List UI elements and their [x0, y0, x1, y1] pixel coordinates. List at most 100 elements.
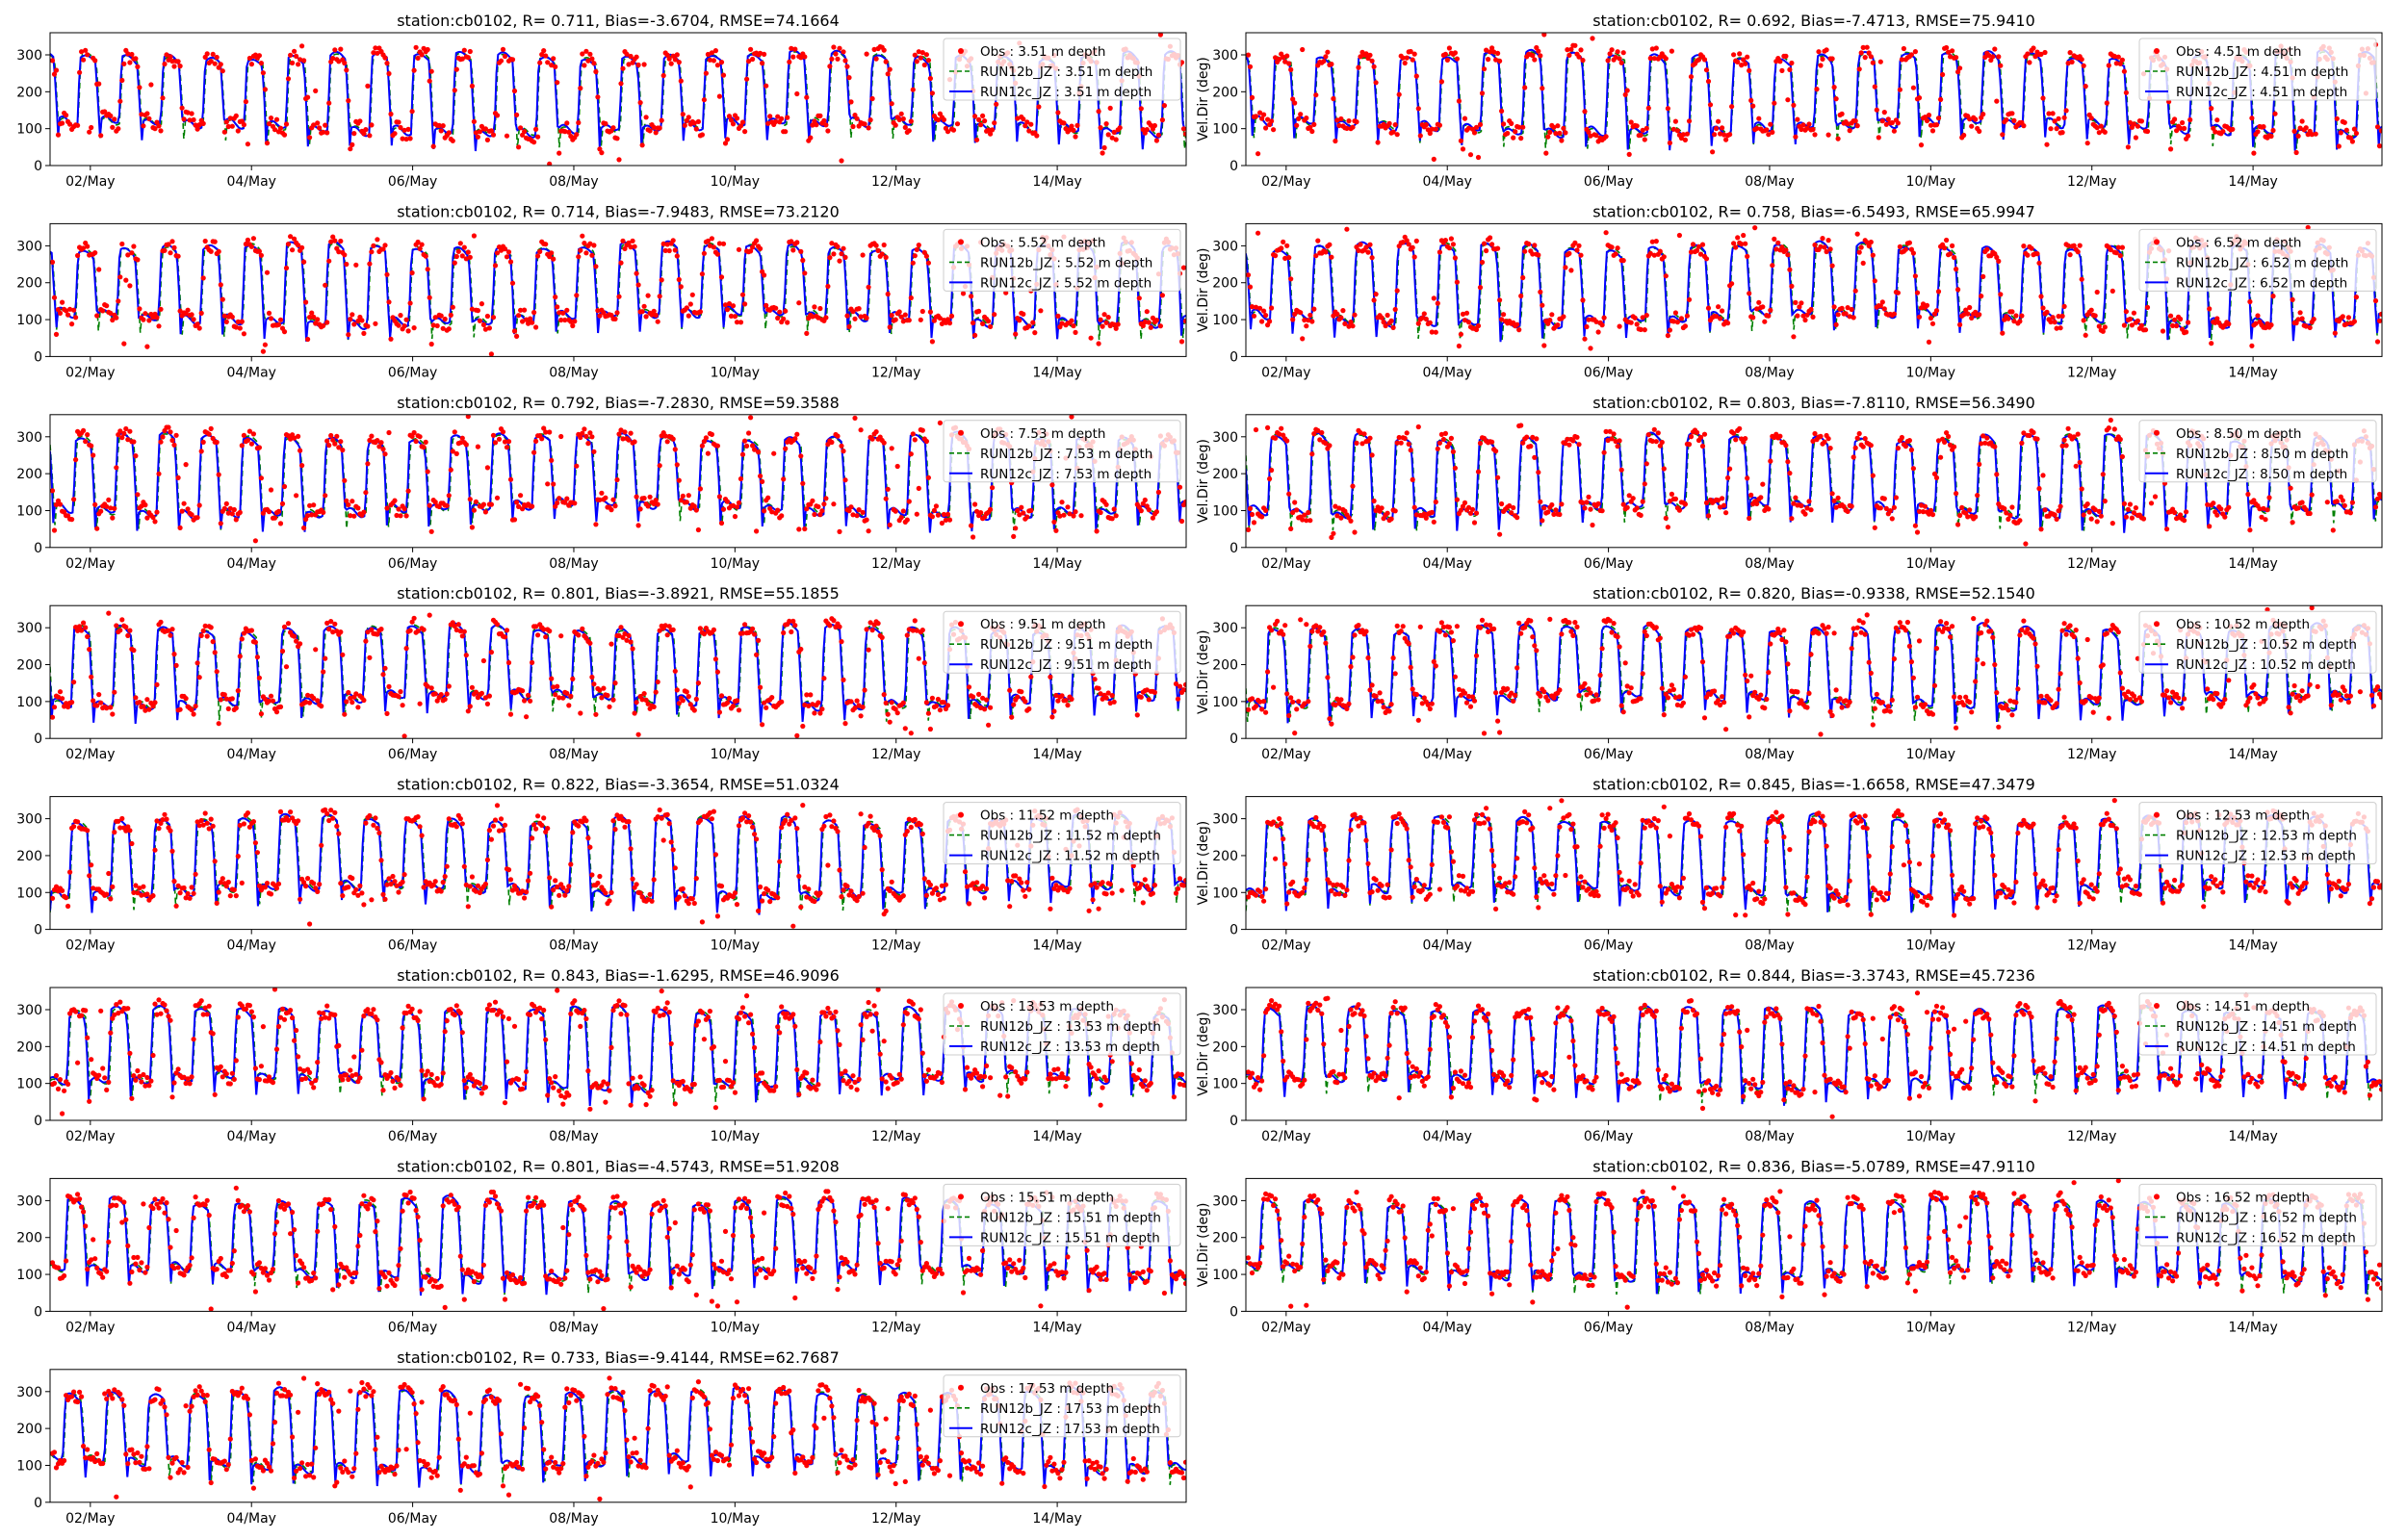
series-obs-points — [1246, 417, 2382, 547]
obs-point — [1617, 323, 1622, 329]
obs-point — [742, 301, 748, 307]
obs-point — [1839, 111, 1845, 116]
obs-point — [196, 502, 202, 508]
obs-point — [2245, 699, 2251, 705]
obs-point — [268, 693, 274, 699]
obs-point — [883, 59, 889, 64]
obs-point — [2349, 500, 2355, 505]
obs-point — [407, 136, 413, 141]
obs-point — [1862, 55, 1868, 61]
obs-point — [2272, 111, 2278, 116]
obs-point — [1906, 240, 1912, 245]
obs-point — [1904, 619, 1910, 626]
obs-point — [1825, 132, 1831, 138]
obs-point — [2096, 130, 2102, 136]
obs-point — [85, 244, 91, 249]
obs-point — [1701, 715, 1708, 721]
obs-point — [1109, 135, 1115, 141]
obs-point — [2009, 504, 2015, 510]
obs-point — [81, 427, 87, 433]
obs-point — [169, 437, 175, 444]
obs-point — [1818, 63, 1824, 68]
obs-point — [1259, 116, 1265, 121]
obs-point — [403, 317, 409, 322]
obs-point — [1094, 528, 1100, 534]
obs-point — [455, 622, 461, 628]
obs-point — [1628, 320, 1634, 325]
obs-point — [348, 513, 353, 519]
obs-point — [1634, 505, 1640, 511]
obs-point — [1477, 121, 1484, 127]
obs-point — [641, 303, 647, 309]
obs-point — [401, 506, 407, 512]
obs-point — [202, 623, 208, 629]
obs-point — [908, 451, 914, 457]
obs-point — [624, 51, 630, 57]
y-tick-label: 300 — [1212, 48, 1238, 64]
obs-point — [365, 83, 371, 89]
obs-point — [950, 127, 957, 133]
obs-point — [1990, 634, 1996, 640]
obs-point — [850, 123, 856, 130]
obs-point — [413, 44, 419, 50]
obs-point — [1590, 36, 1595, 41]
legend-label-obs: Obs : 6.52 m depth — [2176, 235, 2301, 250]
obs-point — [1509, 510, 1514, 516]
x-tick-label: 02/May — [65, 747, 115, 762]
x-tick-label: 02/May — [1261, 556, 1310, 572]
obs-point — [2226, 678, 2232, 683]
obs-point — [925, 260, 932, 266]
obs-point — [1657, 635, 1663, 641]
obs-point — [1599, 646, 1605, 652]
obs-point — [844, 64, 850, 69]
obs-point — [279, 648, 286, 654]
obs-point — [1868, 443, 1874, 449]
obs-point — [1868, 54, 1874, 60]
obs-point — [1695, 57, 1702, 63]
obs-point — [1959, 504, 1965, 511]
obs-point — [971, 694, 976, 700]
obs-point — [969, 294, 974, 299]
obs-point — [1514, 321, 1520, 327]
obs-point — [2263, 324, 2268, 331]
obs-point — [1463, 700, 1470, 706]
y-tick-label: 200 — [1212, 467, 1238, 482]
obs-point — [1862, 631, 1868, 637]
obs-point — [553, 295, 558, 300]
obs-point — [471, 118, 477, 124]
obs-point — [2142, 327, 2149, 333]
obs-point — [655, 319, 660, 324]
obs-point — [81, 245, 87, 251]
obs-point — [986, 722, 992, 728]
obs-point — [990, 127, 996, 133]
obs-point — [1574, 247, 1580, 253]
obs-point — [1721, 700, 1727, 706]
obs-point — [869, 436, 875, 442]
obs-point — [369, 433, 375, 439]
obs-point — [1860, 44, 1866, 51]
obs-point — [1394, 132, 1400, 138]
obs-point — [463, 256, 469, 262]
y-tick-label: 200 — [16, 85, 42, 100]
obs-point — [841, 449, 846, 454]
obs-point — [1818, 732, 1824, 737]
obs-point — [1015, 507, 1021, 514]
obs-point — [1727, 466, 1733, 472]
obs-point — [311, 695, 317, 702]
obs-point — [1438, 79, 1444, 85]
obs-point — [697, 626, 704, 631]
obs-point — [1982, 440, 1988, 446]
obs-point — [1895, 629, 1901, 634]
obs-point — [2161, 692, 2168, 698]
obs-point — [296, 243, 301, 248]
obs-point — [1431, 295, 1436, 301]
obs-point — [245, 141, 250, 147]
obs-point — [208, 425, 214, 431]
obs-point — [1883, 121, 1889, 127]
obs-point — [1735, 235, 1741, 241]
obs-point — [1454, 56, 1460, 62]
obs-point — [488, 351, 494, 357]
obs-point — [678, 498, 684, 503]
obs-point — [220, 296, 225, 302]
legend-label-run12b: RUN12b_JZ : 5.52 m depth — [980, 255, 1152, 270]
